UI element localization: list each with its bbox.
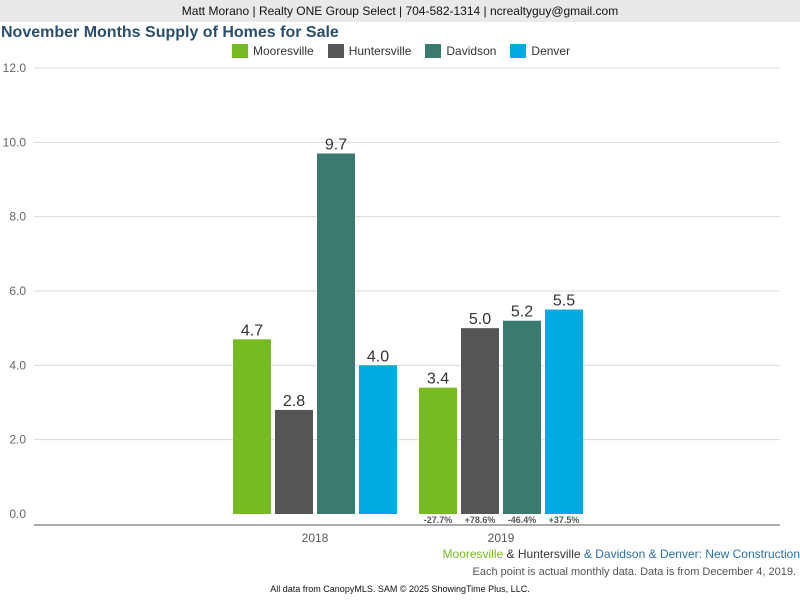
bar-davidson-2019 bbox=[503, 320, 541, 514]
change-label: +37.5% bbox=[549, 515, 580, 525]
data-label: 3.4 bbox=[427, 371, 449, 388]
legend-swatch-denver bbox=[510, 44, 527, 58]
bar-mooresville-2019 bbox=[419, 387, 457, 514]
change-label: -27.7% bbox=[424, 515, 453, 525]
footnote-segment: : New Construction bbox=[698, 547, 800, 561]
agent-contact-bar: Matt Morano | Realty ONE Group Select | … bbox=[0, 0, 800, 22]
y-tick-label: 2.0 bbox=[9, 433, 26, 447]
data-credit: All data from CanopyMLS. SAM © 2025 Show… bbox=[270, 584, 530, 594]
legend-label-mooresville: Mooresville bbox=[253, 44, 314, 58]
data-label: 9.7 bbox=[325, 136, 347, 153]
legend-item-davidson[interactable]: Davidson bbox=[425, 44, 496, 58]
footnote-segment: & bbox=[580, 547, 596, 561]
y-tick-label: 0.0 bbox=[9, 507, 26, 521]
y-tick-label: 4.0 bbox=[9, 358, 26, 372]
footnote-segment: Denver bbox=[659, 547, 699, 561]
change-label: -46.4% bbox=[508, 515, 537, 525]
footnote-segment: Mooresville bbox=[442, 547, 504, 561]
chart-title: November Months Supply of Homes for Sale bbox=[1, 24, 339, 41]
footnote-segment: & bbox=[645, 547, 660, 561]
legend-label-huntersville: Huntersville bbox=[348, 44, 412, 58]
bar-davidson-2018 bbox=[317, 153, 355, 514]
bar-huntersville-2018 bbox=[275, 409, 313, 514]
legend-label-davidson: Davidson bbox=[446, 44, 497, 58]
data-label: 2.8 bbox=[283, 393, 305, 410]
legend-swatch-davidson bbox=[425, 44, 442, 58]
bar-denver-2019 bbox=[545, 309, 583, 514]
footnote-segment: Davidson bbox=[595, 547, 646, 561]
footnote-segment: & bbox=[503, 547, 518, 561]
data-label: 4.0 bbox=[367, 348, 389, 365]
y-tick-label: 6.0 bbox=[9, 284, 26, 298]
legend-swatch-mooresville bbox=[232, 44, 248, 58]
legend-item-denver[interactable]: Denver bbox=[510, 44, 570, 58]
x-tick-label: 2018 bbox=[302, 531, 329, 545]
legend-label-denver: Denver bbox=[531, 44, 571, 58]
legend-swatch-huntersville bbox=[327, 44, 344, 58]
change-label: +78.6% bbox=[465, 515, 496, 525]
data-note: Each point is actual monthly data. Data … bbox=[472, 566, 796, 578]
legend-item-huntersville[interactable]: Huntersville bbox=[327, 44, 412, 58]
data-label: 5.0 bbox=[469, 311, 491, 328]
legend-item-mooresville[interactable]: Mooresville bbox=[232, 44, 314, 58]
y-tick-label: 12.0 bbox=[3, 61, 27, 75]
bar-denver-2018 bbox=[359, 365, 397, 514]
chart-legend: Mooresville Huntersville Davidson Denver bbox=[232, 44, 570, 58]
bar-mooresville-2018 bbox=[233, 339, 271, 514]
data-label: 5.5 bbox=[553, 293, 575, 310]
bar-huntersville-2019 bbox=[461, 328, 499, 514]
data-label: 4.7 bbox=[241, 322, 263, 339]
footnote-segment: Huntersville bbox=[517, 547, 581, 561]
y-tick-label: 10.0 bbox=[3, 135, 27, 149]
x-tick-label: 2019 bbox=[488, 531, 515, 545]
data-label: 5.2 bbox=[511, 304, 533, 321]
series-footnote: Mooresville & Huntersville & Davidson & … bbox=[443, 547, 800, 561]
y-tick-label: 8.0 bbox=[9, 210, 26, 224]
agent-contact-text: Matt Morano | Realty ONE Group Select | … bbox=[181, 4, 619, 18]
